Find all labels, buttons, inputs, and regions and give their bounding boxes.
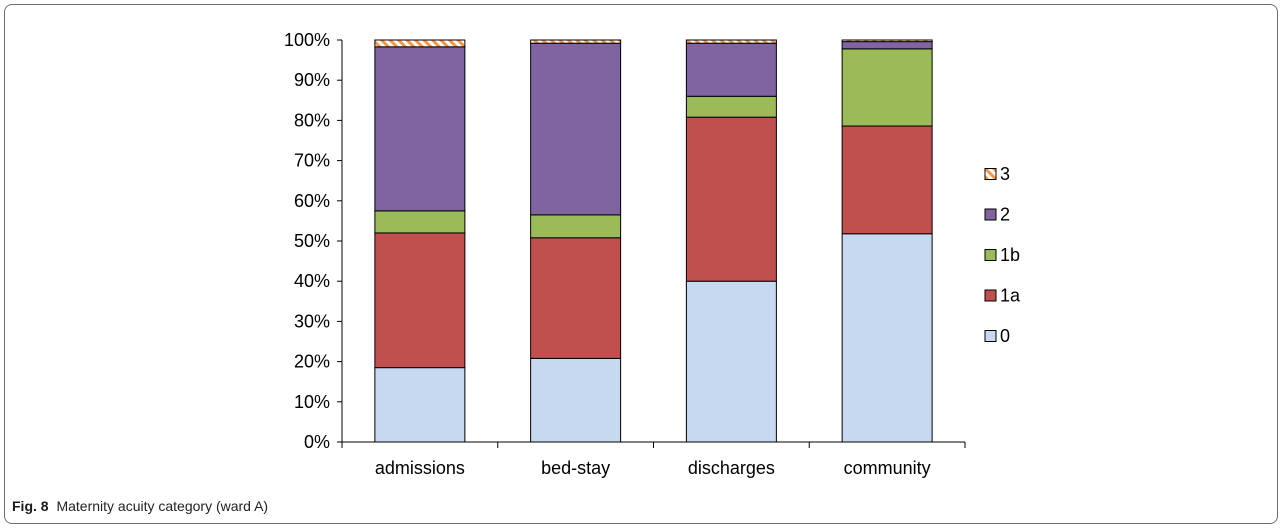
legend-label-2: 2 — [1000, 205, 1010, 225]
y-tick-label: 20% — [294, 352, 330, 372]
x-tick-label: discharges — [688, 458, 775, 478]
y-tick-label: 30% — [294, 311, 330, 331]
x-tick-label: bed-stay — [541, 458, 610, 478]
x-tick-label: admissions — [375, 458, 465, 478]
bar-segment-1b-admissions — [374, 210, 466, 234]
bar-segment-1a-discharges — [685, 116, 777, 282]
figure-frame — [4, 4, 1278, 524]
bar-segment-1b-bed-stay — [530, 214, 622, 239]
y-tick-label: 100% — [284, 30, 330, 50]
y-tick-label: 80% — [294, 110, 330, 130]
y-tick-label: 70% — [294, 151, 330, 171]
bar-segment-3-discharges — [685, 39, 777, 44]
bar-segment-1a-bed-stay — [530, 237, 622, 359]
bar-segment-0-admissions — [374, 367, 466, 443]
y-tick-label: 0% — [304, 432, 330, 452]
bar-segment-1a-community — [841, 125, 933, 235]
x-tick-label: community — [844, 458, 931, 478]
figure-caption-text: Maternity acuity category (ward A) — [56, 498, 269, 514]
bar-segment-1b-discharges — [685, 95, 777, 118]
bar-segment-1a-admissions — [374, 232, 466, 369]
bar-segment-3-bed-stay — [530, 39, 622, 44]
bar-segment-2-admissions — [374, 46, 466, 212]
legend-swatch-1a — [984, 289, 997, 302]
legend-swatch-0 — [984, 330, 997, 342]
y-tick-label: 10% — [294, 392, 330, 412]
bar-segment-0-bed-stay — [530, 357, 622, 443]
y-tick-label: 90% — [294, 70, 330, 90]
legend-label-3: 3 — [1000, 164, 1010, 184]
bar-segment-3-admissions — [374, 39, 466, 48]
y-tick-label: 50% — [294, 231, 330, 251]
legend-label-1b: 1b — [1000, 245, 1020, 265]
y-tick-label: 60% — [294, 191, 330, 211]
legend-label-1a: 1a — [1000, 286, 1021, 306]
legend-swatch-2 — [984, 208, 997, 221]
bar-segment-0-community — [841, 233, 933, 443]
legend-swatch-3 — [984, 168, 997, 180]
y-tick-label: 40% — [294, 271, 330, 291]
bar-segment-2-bed-stay — [530, 42, 622, 216]
bar-segment-0-discharges — [685, 280, 777, 443]
bar-segment-2-community — [841, 41, 933, 50]
figure-number: Fig. 8 — [12, 498, 49, 514]
bar-segment-2-discharges — [685, 42, 777, 97]
bar-segment-1b-community — [841, 48, 933, 127]
figure-caption: Fig. 8 Maternity acuity category (ward A… — [12, 498, 268, 514]
legend-label-0: 0 — [1000, 326, 1010, 346]
bar-segment-3-community — [841, 39, 933, 43]
legend-swatch-1b — [984, 249, 997, 261]
